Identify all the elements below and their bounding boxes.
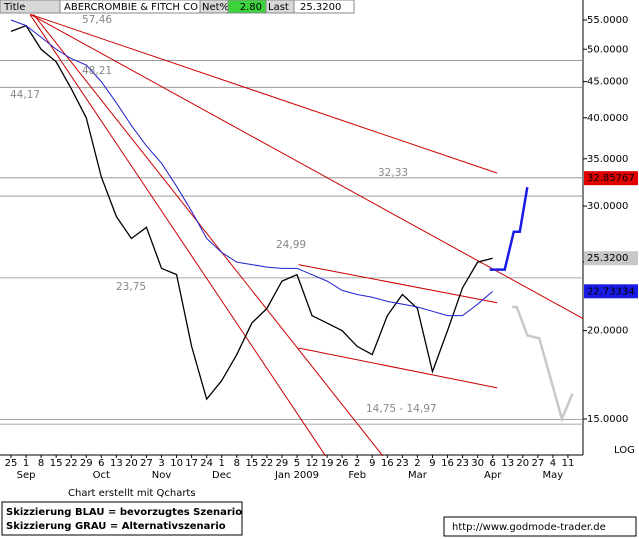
- month-label: Mar: [408, 470, 428, 481]
- x-tick-label: 30: [471, 458, 484, 469]
- x-tick-label: 5: [294, 458, 300, 469]
- trend-line: [512, 305, 574, 423]
- header-last-value: 25.3200: [300, 2, 341, 13]
- x-tick-label: 17: [185, 458, 198, 469]
- month-label: Nov: [152, 470, 172, 481]
- price-label-box: [584, 171, 638, 186]
- x-tick-label: 23: [456, 458, 469, 469]
- x-tick-label: 13: [110, 458, 123, 469]
- x-tick-label: 26: [336, 458, 349, 469]
- y-tick-label: 20.0000: [587, 326, 628, 337]
- trend-line: [489, 187, 529, 271]
- x-tick-label: 6: [489, 458, 495, 469]
- month-label: May: [543, 470, 564, 481]
- series-line: [10, 24, 493, 401]
- scale-note: LOG: [614, 445, 635, 456]
- price-label: 25.3200: [587, 253, 628, 264]
- url-box: [443, 516, 637, 537]
- y-tick-label: 30.0000: [587, 201, 628, 212]
- x-tick-label: 20: [516, 458, 529, 469]
- legend-grey: Skizzierung GRAU = Alternativszenario: [6, 521, 226, 532]
- x-tick-label: 15: [50, 458, 63, 469]
- x-tick-label: 11: [562, 458, 575, 469]
- trend-line: [29, 14, 327, 457]
- annotation: 48,21: [82, 65, 112, 77]
- y-tick-label: 35.0000: [587, 154, 628, 165]
- x-tick-label: 9: [369, 458, 375, 469]
- y-tick-label: 45.0000: [587, 77, 628, 88]
- annotation: 32,33: [378, 167, 408, 179]
- header: Title ABERCROMBIE & FITCH CO Net% 2.80 L…: [0, 0, 355, 14]
- x-tick-label: 29: [80, 458, 93, 469]
- month-label: Sep: [17, 470, 36, 481]
- trend-line: [33, 14, 384, 457]
- month-label: Dec: [212, 470, 231, 481]
- x-tick-label: 12: [306, 458, 319, 469]
- x-tick-label: 16: [441, 458, 454, 469]
- y-tick-label: 50.0000: [587, 44, 628, 55]
- header-net-label: Net%: [202, 2, 229, 13]
- x-tick-label: 8: [38, 458, 44, 469]
- x-tick-label: 20: [125, 458, 138, 469]
- x-tick-label: 8: [234, 458, 240, 469]
- trend-line: [298, 347, 498, 389]
- x-tick-label: 6: [98, 458, 104, 469]
- x-tick-label: 10: [170, 458, 183, 469]
- price-label: 32.85767: [587, 173, 635, 184]
- y-tick-label: 40.0000: [587, 113, 628, 124]
- x-tick-label: 29: [276, 458, 289, 469]
- header-symbol: ABERCROMBIE & FITCH CO: [64, 2, 198, 13]
- annotation: 14,75 - 14,97: [366, 403, 437, 415]
- trend-line: [298, 264, 498, 304]
- x-tick-label: 2: [354, 458, 360, 469]
- x-tick-label: 23: [396, 458, 409, 469]
- x-tick-label: 27: [531, 458, 544, 469]
- x-tick-label: 2: [414, 458, 420, 469]
- x-tick-label: 27: [140, 458, 153, 469]
- x-tick-label: 25: [5, 458, 18, 469]
- month-label: Apr: [484, 470, 502, 481]
- x-tick-label: 16: [381, 458, 394, 469]
- annotation: 24,99: [276, 239, 306, 251]
- x-tick-label: 9: [429, 458, 435, 469]
- trend-line: [30, 14, 584, 320]
- header-net-value: 2.80: [240, 2, 262, 13]
- header-cell: [293, 0, 355, 14]
- y-tick-label: 55.0000: [587, 15, 628, 26]
- series-line: [10, 19, 494, 317]
- x-tick-label: 4: [550, 458, 556, 469]
- annotation: 57,46: [82, 14, 112, 26]
- annotation: 44,17: [10, 89, 40, 101]
- x-tick-label: 13: [501, 458, 514, 469]
- header-last-label: Last: [268, 2, 289, 13]
- x-tick-label: 24: [200, 458, 213, 469]
- x-tick-label: 19: [321, 458, 334, 469]
- month-label: Oct: [93, 470, 110, 481]
- x-tick-label: 22: [65, 458, 78, 469]
- header-title-label: Title: [3, 2, 25, 13]
- price-label-box: [584, 251, 638, 266]
- annotation: 23,75: [116, 281, 146, 293]
- credit: Chart erstellt mit Qcharts: [68, 488, 196, 499]
- x-tick-label: 15: [245, 458, 258, 469]
- x-tick-label: 3: [158, 458, 164, 469]
- month-label: Jan 2009: [274, 470, 319, 481]
- x-tick-label: 1: [23, 458, 29, 469]
- month-label: Feb: [348, 470, 366, 481]
- url: http://www.godmode-trader.de: [452, 522, 606, 533]
- x-tick-label: 22: [261, 458, 274, 469]
- y-tick-label: 15.0000: [587, 414, 628, 425]
- price-label: 22.73334: [587, 286, 635, 297]
- legend-blue: Skizzierung BLAU = bevorzugtes Szenario: [6, 507, 242, 518]
- trend-line: [30, 13, 498, 174]
- x-tick-label: 1: [219, 458, 225, 469]
- legend-box: [1, 501, 243, 536]
- price-label-box: [584, 284, 638, 299]
